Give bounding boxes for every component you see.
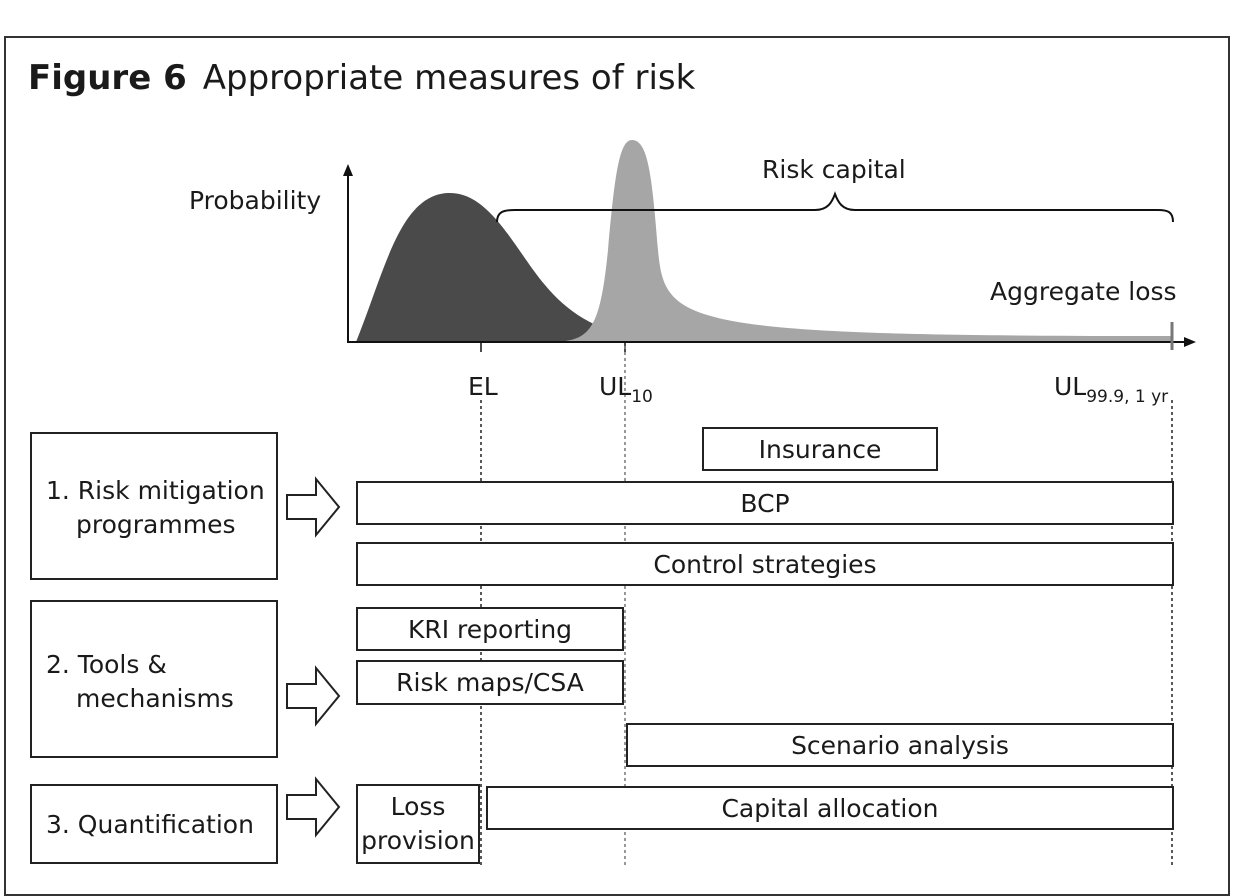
loss-provision-line1: Loss — [390, 792, 446, 821]
x-axis-label: Aggregate loss — [990, 277, 1177, 306]
x-axis-arrow — [1184, 337, 1196, 347]
loss-provision-line2: provision — [361, 826, 475, 855]
risk-maps-bar: Risk maps/CSA — [356, 660, 624, 705]
figure-title: Figure 6 Appropriate measures of risk — [28, 58, 695, 98]
row1-label-line1: 1. Risk mitigation — [46, 476, 265, 505]
row3-label-line1: 3. Quantification — [46, 810, 254, 839]
expected-loss-curve — [356, 192, 650, 342]
stress-loss-curve — [555, 140, 1172, 342]
ul10-marker-label: UL10 — [599, 372, 653, 407]
insurance-bar: Insurance — [702, 427, 938, 471]
risk-capital-brace — [496, 191, 1174, 223]
row1-label-line2: programmes — [76, 510, 236, 539]
row3-arrow-icon — [286, 776, 341, 838]
row1-category-box: 1. Risk mitigation programmes — [30, 432, 278, 580]
row2-category-box: 2. Tools & mechanisms — [30, 600, 278, 758]
ul999-marker-label: UL99.9, 1 yr — [1054, 372, 1169, 407]
scenario-analysis-bar: Scenario analysis — [626, 723, 1174, 767]
capital-allocation-bar: Capital allocation — [486, 786, 1174, 830]
y-axis-label: Probability — [189, 186, 322, 215]
row2-label-line1: 2. Tools & — [46, 650, 167, 679]
figure-label: Figure 6 — [28, 58, 187, 98]
row2-label-line2: mechanisms — [76, 684, 234, 713]
bcp-bar: BCP — [356, 481, 1174, 525]
figure-title-text: Appropriate measures of risk — [202, 58, 696, 98]
loss-provision-bar: Loss provision — [356, 784, 480, 864]
kri-reporting-bar: KRI reporting — [356, 607, 624, 651]
row3-category-box: 3. Quantification — [30, 784, 278, 864]
el-marker-label: EL — [468, 372, 498, 401]
row2-arrow-icon — [286, 665, 341, 727]
row1-arrow-icon — [286, 476, 341, 538]
y-axis-arrow — [343, 164, 353, 176]
control-strategies-bar: Control strategies — [356, 542, 1174, 586]
risk-capital-label: Risk capital — [762, 155, 906, 184]
